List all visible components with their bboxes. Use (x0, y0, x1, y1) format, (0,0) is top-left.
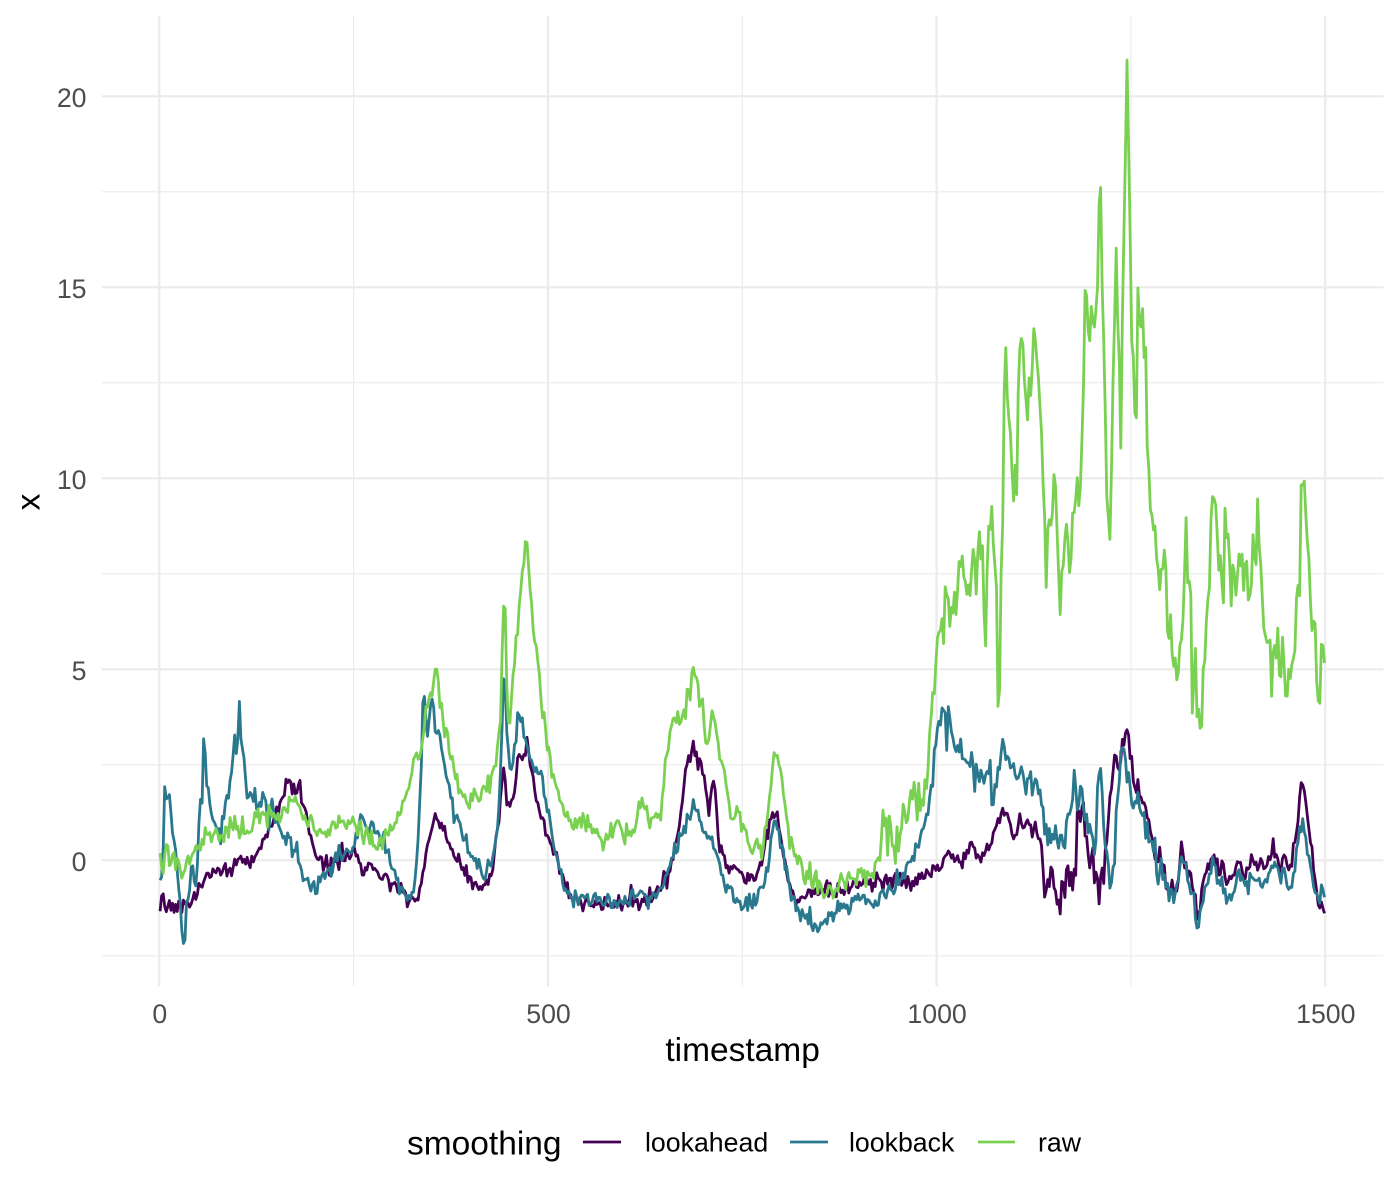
svg-text:0: 0 (72, 847, 87, 877)
svg-text:1500: 1500 (1296, 999, 1355, 1029)
svg-text:10: 10 (57, 465, 87, 495)
svg-text:1000: 1000 (907, 999, 966, 1029)
svg-text:timestamp: timestamp (665, 1032, 820, 1069)
svg-text:lookback: lookback (849, 1128, 955, 1158)
svg-text:0: 0 (152, 999, 167, 1029)
svg-text:raw: raw (1038, 1128, 1082, 1158)
svg-text:500: 500 (526, 999, 571, 1029)
svg-text:lookahead: lookahead (645, 1128, 768, 1158)
svg-text:x: x (11, 493, 48, 510)
svg-text:5: 5 (72, 656, 87, 686)
svg-text:smoothing: smoothing (407, 1125, 562, 1162)
svg-text:15: 15 (57, 274, 87, 304)
svg-text:20: 20 (57, 83, 87, 113)
